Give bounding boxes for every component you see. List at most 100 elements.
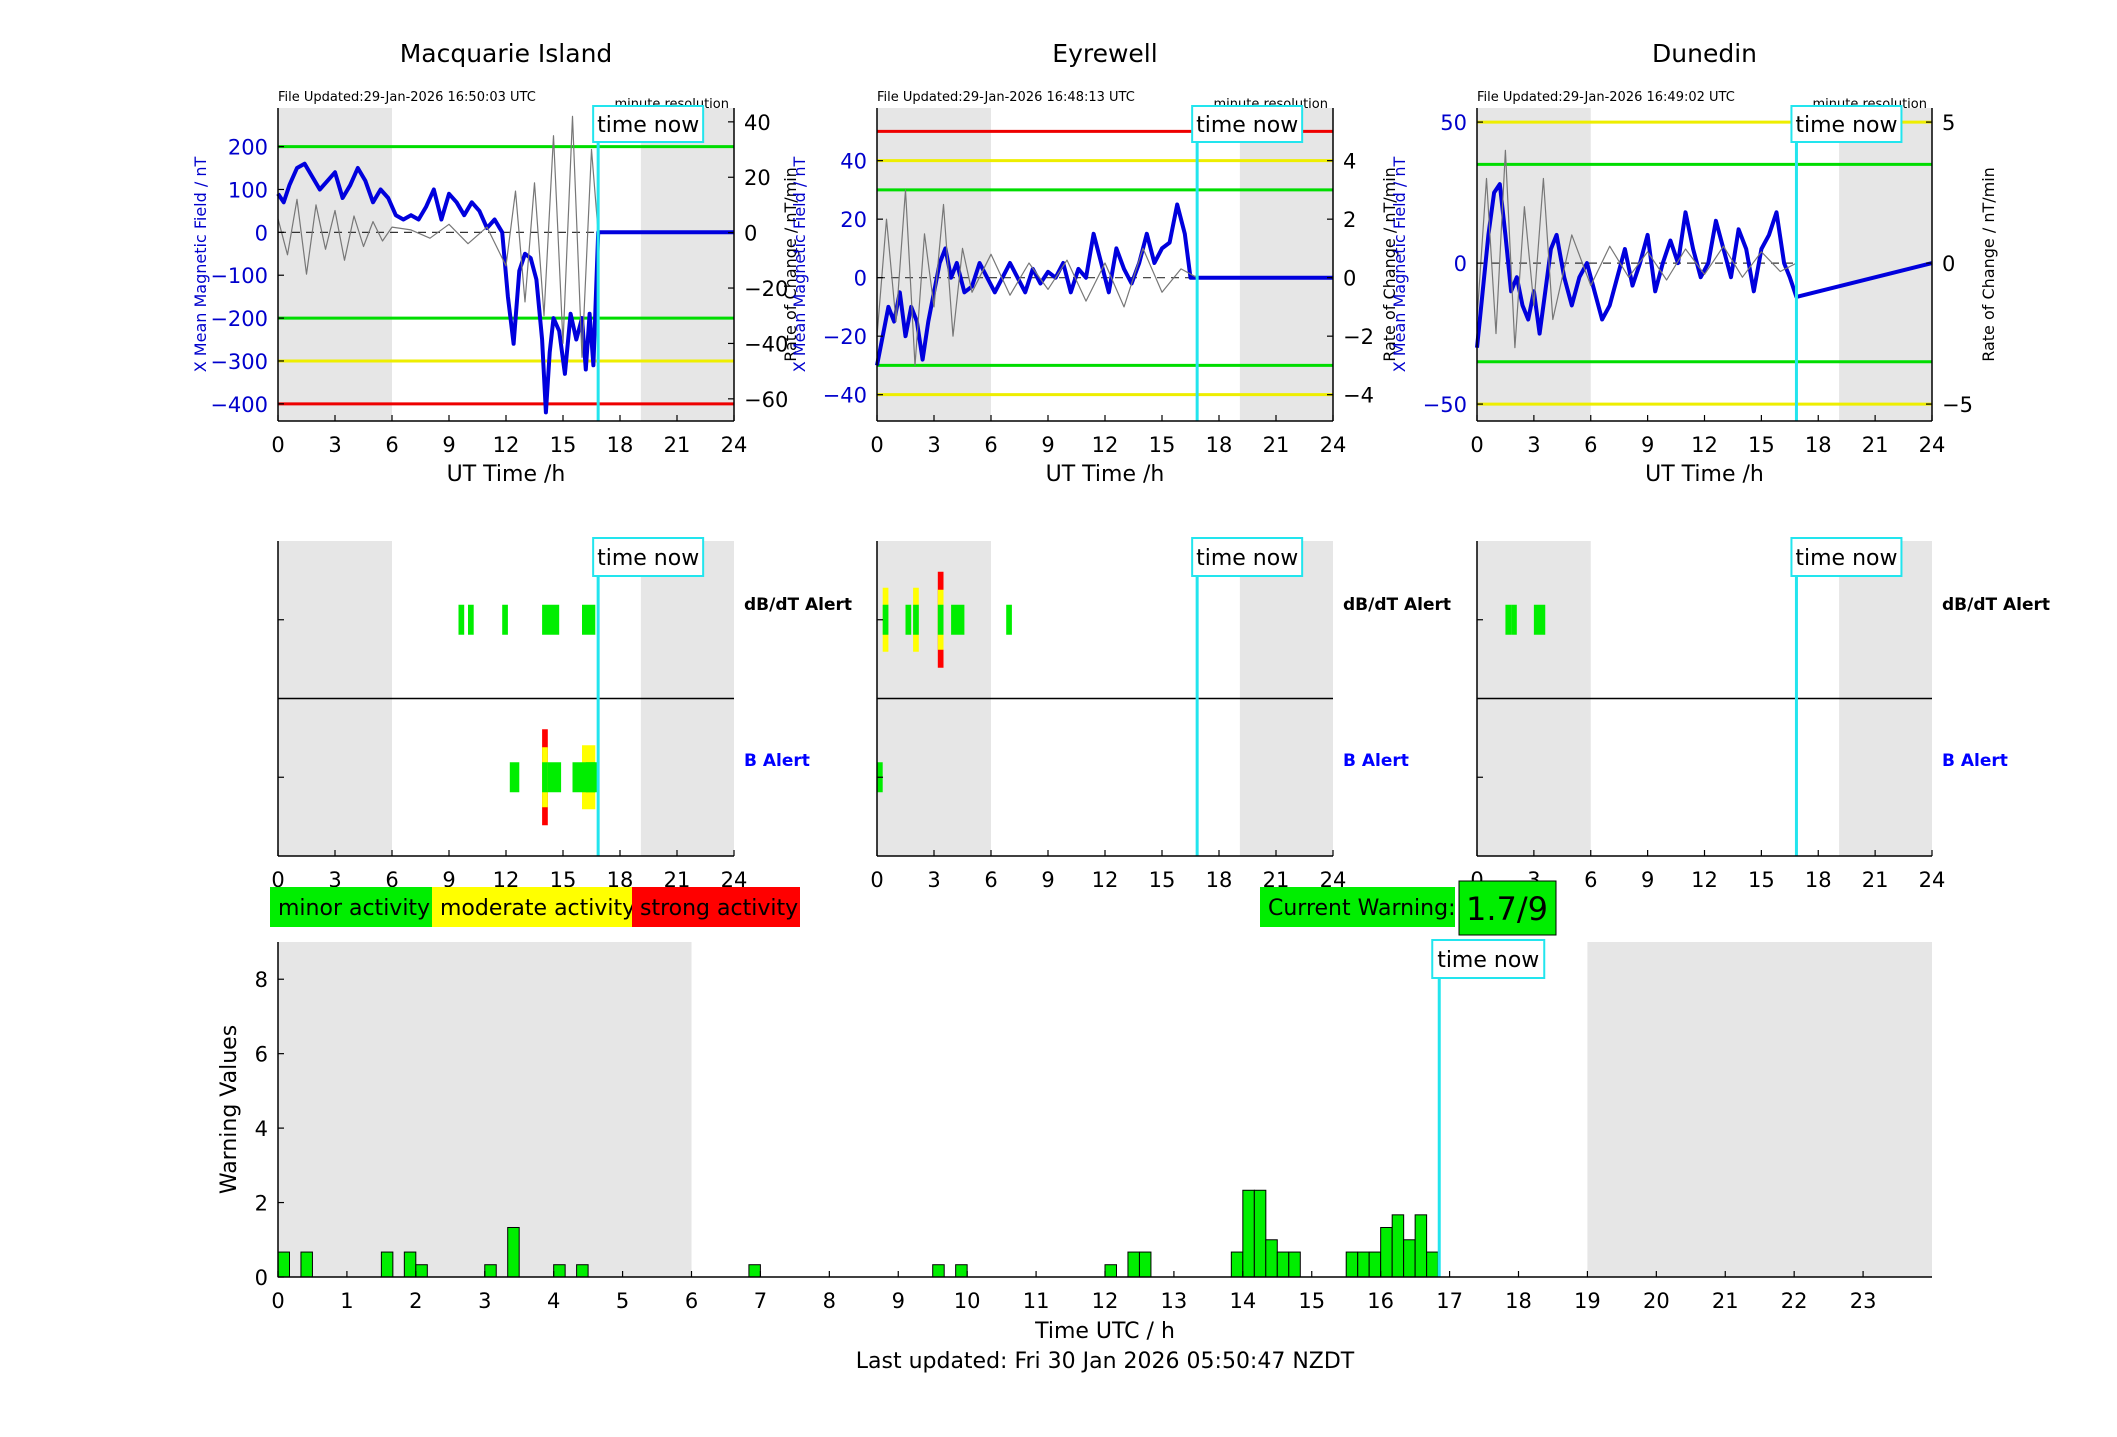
y-right-axis-label: Rate of Change / nT/min — [1979, 167, 1998, 362]
current-warning-label-box — [1260, 887, 1455, 927]
y-right-tick-label: −2 — [1343, 325, 1374, 349]
x-tick-label: 3 — [927, 868, 940, 892]
y-right-tick-label: −4 — [1343, 384, 1374, 408]
warning-bar — [1276, 1251, 1290, 1278]
x-tick-label: 4 — [547, 1289, 560, 1313]
y-left-tick-label: −400 — [210, 393, 268, 417]
warning-bar — [1288, 1251, 1301, 1278]
rate-of-change-series — [876, 189, 1198, 366]
y-axis-label: Warning Values — [217, 1025, 242, 1194]
x-tick-label: 19 — [1574, 1289, 1601, 1313]
alert-block-minor — [1511, 604, 1517, 635]
night-shade-0 — [877, 108, 991, 421]
alert-block-minor — [502, 604, 508, 635]
x-tick-label: 15 — [1748, 433, 1775, 457]
night-shade-0 — [1477, 108, 1591, 421]
x-tick-label: 9 — [442, 868, 455, 892]
x-axis-label: UT Time /h — [1645, 462, 1764, 487]
y-left-tick-label: 0 — [854, 267, 867, 291]
alert-block-minor — [882, 604, 889, 635]
x-axis-label: Time UTC / h — [1034, 1319, 1175, 1344]
alert-block-minor — [542, 762, 548, 793]
alert-block-minor — [937, 604, 944, 635]
night-shade-0 — [278, 108, 392, 421]
rate-of-change-series — [1476, 149, 1797, 349]
warning-bar — [403, 1251, 417, 1278]
file-updated-label: File Updated:29-Jan-2026 16:49:02 UTC — [1477, 90, 1735, 105]
x-tick-label: 0 — [271, 433, 284, 457]
warning-bar — [300, 1251, 313, 1278]
station-title: Dunedin — [1652, 39, 1757, 68]
y-left-tick-label: −20 — [823, 325, 867, 349]
x-tick-label: 16 — [1367, 1289, 1394, 1313]
x-tick-label: 5 — [616, 1289, 629, 1313]
time-now-label: time now — [597, 546, 699, 571]
x-tick-label: 18 — [1206, 868, 1233, 892]
x-tick-label: 13 — [1161, 1289, 1188, 1313]
alert-block-minor — [582, 604, 596, 635]
x-tick-label: 21 — [664, 433, 691, 457]
station-title: Macquarie Island — [400, 39, 613, 68]
x-tick-label: 6 — [385, 433, 398, 457]
x-tick-label: 9 — [442, 433, 455, 457]
night-shade-1 — [640, 108, 734, 421]
warning-bar — [1265, 1239, 1278, 1278]
x-tick-label: 21 — [1862, 433, 1889, 457]
warning-bar — [1138, 1251, 1152, 1278]
dbdt-alert-label: dB/dT Alert — [744, 595, 852, 615]
alert-block-minor — [1505, 604, 1512, 635]
x-tick-label: 18 — [1805, 433, 1832, 457]
current-warning-value: 1.7/9 — [1466, 890, 1548, 928]
y-left-tick-label: 0 — [255, 221, 268, 245]
warning-bar — [1242, 1189, 1255, 1278]
warning-bar — [1380, 1226, 1393, 1278]
x-tick-label: 2 — [409, 1289, 422, 1313]
y-left-tick-label: −300 — [210, 350, 268, 374]
time-now-box — [1790, 537, 1903, 577]
warning-bar — [1253, 1189, 1267, 1278]
alert-block-minor — [542, 604, 560, 635]
y-right-tick-label: −40 — [744, 332, 788, 356]
x-tick-label: 18 — [607, 433, 634, 457]
y-left-tick-label: 0 — [1454, 252, 1467, 276]
current-warning: Current Warning: 1.7/9 — [1260, 880, 1557, 936]
x-tick-label: 6 — [1584, 868, 1597, 892]
y-tick-label: 6 — [255, 1043, 268, 1067]
x-tick-label: 12 — [493, 433, 520, 457]
time-now-label: time now — [597, 113, 699, 138]
y-left-tick-label: −40 — [823, 384, 867, 408]
time-now-box — [1191, 105, 1304, 143]
warning-bar — [277, 1251, 290, 1278]
y-left-tick-label: 50 — [1440, 111, 1467, 135]
night-shade-0 — [278, 942, 692, 1277]
legend-label-strong: strong activity — [640, 896, 798, 921]
x-tick-label: 9 — [1041, 868, 1054, 892]
x-tick-label: 3 — [1527, 433, 1540, 457]
alert-block-minor — [905, 604, 912, 635]
y-right-axis-label: Rate of Change / nT/min — [1380, 167, 1399, 362]
y-left-tick-label: −200 — [210, 307, 268, 331]
x-tick-label: 24 — [1919, 433, 1946, 457]
warning-bar — [484, 1264, 497, 1278]
x-tick-label: 6 — [1584, 433, 1597, 457]
activity-legend: minor activity moderate activity strong ac… — [270, 887, 800, 927]
x-tick-label: 18 — [1805, 868, 1832, 892]
legend-swatch-minor — [270, 887, 432, 927]
x-tick-label: 12 — [1092, 433, 1119, 457]
alert-block-minor — [913, 604, 919, 635]
alert-block-minor — [572, 762, 582, 793]
legend-label-moderate: moderate activity — [440, 896, 635, 921]
x-tick-label: 6 — [984, 433, 997, 457]
y-right-tick-label: 0 — [1343, 267, 1356, 291]
warning-bar — [1391, 1214, 1405, 1278]
x-tick-label: 17 — [1436, 1289, 1463, 1313]
alert-block-minor — [1533, 604, 1546, 635]
rate-of-change-series — [277, 115, 599, 358]
x-tick-label: 21 — [1862, 868, 1889, 892]
warning-bar — [1127, 1251, 1140, 1278]
x-tick-label: 3 — [328, 868, 341, 892]
alert-block-minor — [458, 604, 465, 635]
legend-swatch-moderate — [432, 887, 632, 927]
legend-label-minor: minor activity — [278, 896, 430, 921]
x-tick-label: 15 — [1149, 868, 1176, 892]
